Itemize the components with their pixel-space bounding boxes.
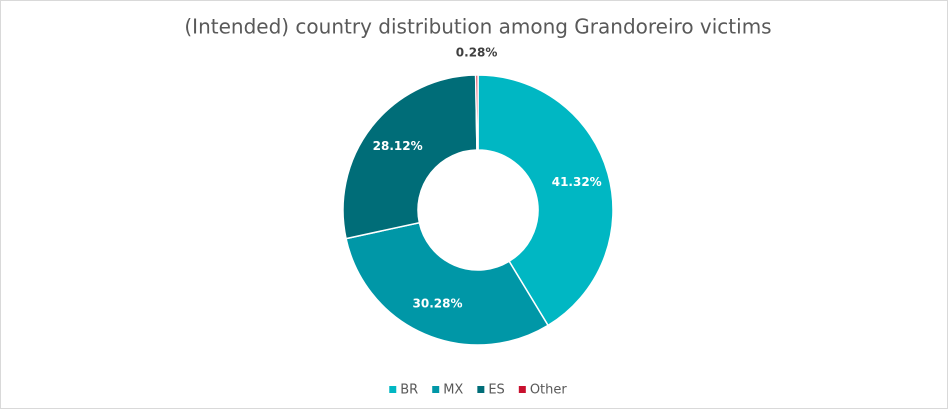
chart-title: (Intended) country distribution among Gr…: [184, 15, 771, 39]
donut-slice: [345, 221, 550, 346]
chart-frame: [0, 0, 948, 409]
legend-swatch: [432, 386, 440, 393]
legend-swatch: [477, 386, 485, 393]
donut-slice: [477, 74, 614, 327]
data-label: 28.12%: [373, 139, 423, 153]
legend-label: MX: [443, 383, 463, 398]
legend-label: BR: [400, 383, 418, 398]
legend-swatch: [389, 386, 397, 393]
data-label: 30.28%: [413, 297, 463, 311]
data-label: 0.28%: [456, 46, 498, 60]
data-label: 41.32%: [552, 175, 602, 189]
donut-slice: [342, 74, 478, 240]
legend-label: Other: [530, 383, 568, 398]
legend-swatch: [518, 386, 526, 393]
donut-slice: [474, 74, 479, 151]
legend-label: ES: [488, 383, 504, 398]
